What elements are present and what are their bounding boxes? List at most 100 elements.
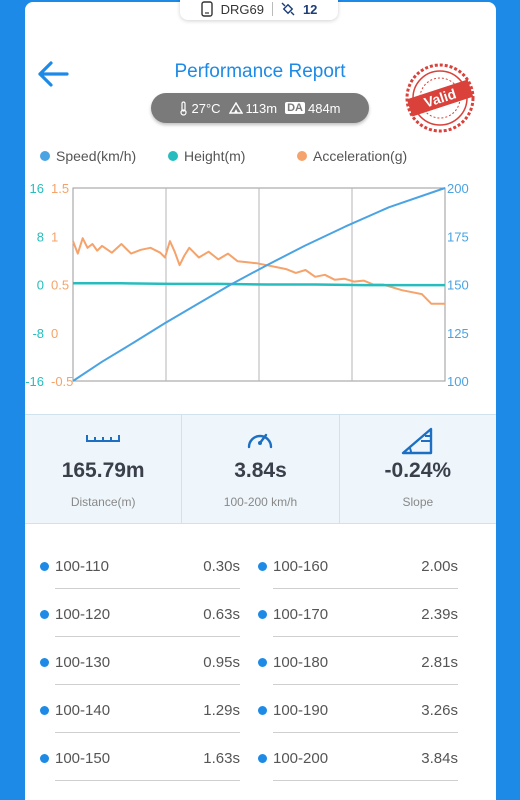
- legend-acceleration[interactable]: Acceleration(g): [297, 148, 407, 164]
- temperature-value: 27°C: [191, 100, 221, 116]
- bullet-dot: [258, 562, 267, 571]
- speed-tick-label: 125: [447, 326, 469, 341]
- da-icon: DA: [285, 102, 305, 114]
- ruler-icon: [86, 435, 121, 442]
- slope-label: Slope: [402, 495, 434, 509]
- bullet-dot: [258, 658, 267, 667]
- list-row: 100-140 1.29s 100-190 3.26s: [25, 687, 496, 735]
- list-row: 100-120 0.63s 100-170 2.39s: [25, 591, 496, 639]
- distance-label: Distance(m): [70, 495, 136, 509]
- split-time: 0.95s: [203, 654, 240, 671]
- distance-value: 165.79m: [61, 459, 145, 482]
- divider: [55, 684, 240, 685]
- performance-chart[interactable]: 16 8 0 -8 -16 1.5 1 0.5 0 -0.5 200 175 150 125 100: [0, 175, 520, 407]
- speed-tick-label: 175: [447, 229, 469, 244]
- legend-speed[interactable]: Speed(km/h): [40, 148, 136, 164]
- time-value: 3.84s: [234, 459, 287, 482]
- list-row: 100-130 0.95s 100-180 2.81s: [25, 639, 496, 687]
- list-item: 100-150 1.63s: [40, 735, 240, 783]
- stat-distance: 165.79m Distance(m): [25, 415, 183, 523]
- split-time: 3.84s: [421, 750, 458, 767]
- list-item: 100-160 2.00s: [258, 543, 458, 591]
- split-time: 2.39s: [421, 606, 458, 623]
- divider: [55, 636, 240, 637]
- bullet-dot: [258, 754, 267, 763]
- list-item: 100-200 3.84s: [258, 735, 458, 783]
- split-range: 100-150: [55, 750, 111, 767]
- altitude: 113m: [228, 100, 278, 116]
- stats-panel: 165.79m Distance(m) 3.84s 100-200 km/h -…: [25, 414, 496, 524]
- list-item: 100-180 2.81s: [258, 639, 458, 687]
- accel-tick-label: 0: [51, 326, 58, 341]
- satellite-count: 12: [302, 1, 318, 17]
- divider: [273, 732, 458, 733]
- accel-tick-label: 1: [51, 229, 58, 244]
- bullet-dot: [258, 610, 267, 619]
- list-item: 100-170 2.39s: [258, 591, 458, 639]
- split-range: 100-140: [55, 702, 111, 719]
- page-title: Performance Report: [174, 61, 346, 82]
- split-range: 100-200: [273, 750, 329, 767]
- divider: [55, 588, 240, 589]
- split-time: 0.30s: [203, 558, 240, 575]
- device-status[interactable]: DRG69 12: [180, 0, 338, 20]
- height-tick-label: -8: [32, 326, 44, 341]
- divider: [273, 588, 458, 589]
- stat-slope: -0.24% Slope: [340, 415, 496, 523]
- height-line: [73, 282, 445, 287]
- altitude-value: 113m: [245, 100, 278, 116]
- divider: [55, 732, 240, 733]
- bullet-dot: [258, 706, 267, 715]
- accel-tick-label: -0.5: [51, 374, 73, 389]
- divider: [273, 684, 458, 685]
- speed-line: [72, 187, 446, 382]
- list-item: 100-120 0.63s: [40, 591, 240, 639]
- temperature: 27°C: [179, 100, 221, 116]
- split-range: 100-130: [55, 654, 111, 671]
- list-item: 100-140 1.29s: [40, 687, 240, 735]
- split-time: 2.81s: [421, 654, 458, 671]
- bullet-dot: [40, 610, 49, 619]
- height-tick-label: -16: [25, 374, 44, 389]
- speed-tick-label: 200: [447, 181, 469, 196]
- speed-tick-label: 100: [447, 374, 469, 389]
- legend-height[interactable]: Height(m): [168, 148, 245, 164]
- split-range: 100-170: [273, 606, 329, 623]
- slope-icon: [401, 427, 433, 455]
- bullet-dot: [40, 562, 49, 571]
- thermometer-icon: [180, 100, 188, 116]
- bullet-dot: [40, 754, 49, 763]
- acceleration-line: [72, 237, 445, 305]
- split-range: 100-190: [273, 702, 329, 719]
- time-label: 100-200 km/h: [223, 495, 298, 509]
- split-time: 2.00s: [421, 558, 458, 575]
- height-tick-label: 16: [30, 181, 44, 196]
- slope-value: -0.24%: [384, 459, 452, 482]
- legend-acceleration-label: Acceleration(g): [313, 148, 408, 164]
- phone-icon: [200, 1, 213, 17]
- density-altitude-value: 484m: [307, 100, 341, 116]
- speedometer-icon: [248, 433, 273, 449]
- accel-tick-label: 1.5: [51, 181, 69, 196]
- list-item: 100-130 0.95s: [40, 639, 240, 687]
- legend-height-dot: [168, 151, 178, 161]
- valid-stamp: Valid: [405, 63, 475, 133]
- speed-tick-label: 150: [447, 278, 469, 293]
- split-range: 100-110: [55, 558, 109, 575]
- split-range: 100-160: [273, 558, 329, 575]
- split-range: 100-180: [273, 654, 329, 671]
- divider: [55, 780, 240, 781]
- accel-tick-label: 0.5: [51, 278, 69, 293]
- bullet-dot: [40, 706, 49, 715]
- split-time: 1.63s: [203, 750, 240, 767]
- split-time: 1.29s: [203, 702, 240, 719]
- back-button[interactable]: [36, 60, 70, 88]
- divider: [271, 2, 273, 16]
- report-card: [25, 2, 496, 800]
- height-tick-label: 8: [37, 229, 44, 244]
- legend-speed-dot: [40, 151, 50, 161]
- arrow-left-icon: [38, 61, 69, 87]
- divider: [273, 636, 458, 637]
- bullet-dot: [40, 658, 49, 667]
- satellite-icon: [281, 2, 295, 16]
